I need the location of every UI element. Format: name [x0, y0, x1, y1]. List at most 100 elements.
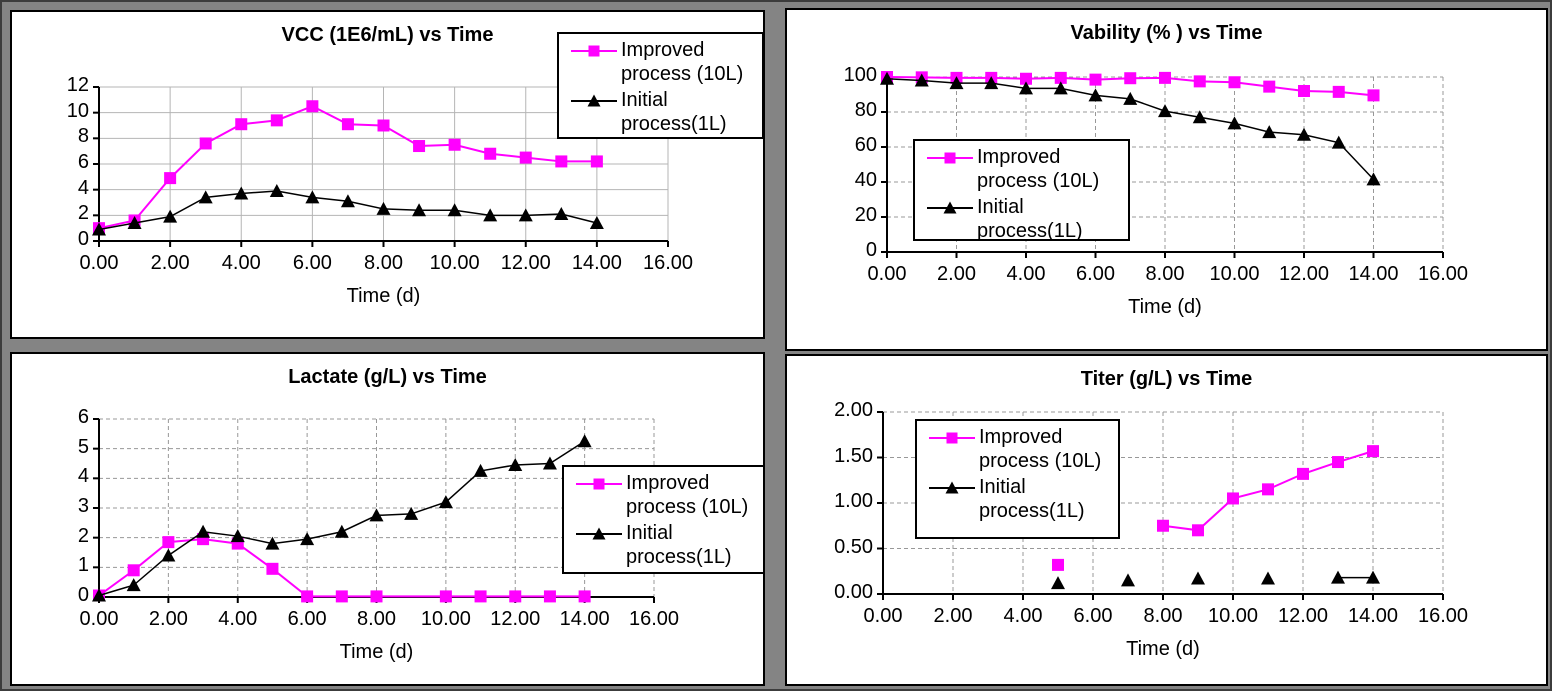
legend-label: Initial process(1L) [979, 475, 1085, 523]
chart-title: Lactate (g/L) vs Time [288, 366, 487, 388]
data-point-marker [1123, 91, 1138, 105]
data-point-marker [543, 590, 556, 603]
legend-label: Initial process(1L) [621, 88, 727, 136]
data-point-marker [518, 208, 533, 222]
legend-label: Improved process (10L) [621, 38, 743, 86]
data-point-marker [1331, 135, 1346, 149]
x-tick-label: 10.00 [1207, 605, 1259, 627]
y-tick-label: 0.50 [834, 535, 873, 558]
data-point-marker [984, 76, 999, 90]
data-point-marker [127, 216, 142, 230]
data-point-marker [880, 71, 894, 85]
y-tick-label: 2.00 [834, 399, 873, 421]
data-point-marker [377, 119, 390, 132]
x-tick-label: 2.00 [148, 608, 188, 630]
data-point-marker [1124, 72, 1137, 85]
data-point-marker [1157, 519, 1169, 532]
data-point-marker [590, 155, 603, 168]
data-point-marker [1053, 81, 1068, 95]
legend-entry: Improved process (10L) [927, 425, 1118, 473]
x-tick-label: 14.00 [559, 608, 610, 630]
data-point-marker [1367, 445, 1379, 458]
data-point-marker [266, 562, 279, 575]
data-point-marker [473, 463, 488, 477]
legend-label-line: Improved [626, 472, 710, 494]
legend-entry: Improved process (10L) [569, 38, 762, 86]
legend-label-line: process(1L) [977, 220, 1083, 242]
data-point-marker [593, 478, 605, 490]
series-line [98, 440, 586, 597]
chart-legend: Improved process (10L) Initial process(1L) [557, 32, 764, 139]
legend-label-line: Initial [979, 476, 1026, 498]
y-tick-label: 1 [77, 554, 89, 577]
y-tick-label: 0 [865, 239, 877, 261]
legend-label-line: Initial [977, 196, 1024, 218]
x-tick-label: 12.00 [1277, 605, 1329, 627]
data-point-marker [1227, 492, 1239, 505]
y-tick-label: 3 [77, 495, 89, 517]
data-point-marker [1261, 571, 1275, 585]
data-point-marker [196, 524, 211, 538]
y-tick-label: 2 [77, 524, 89, 547]
data-point-marker [944, 152, 956, 164]
y-tick-label: 0.00 [834, 581, 873, 603]
y-tick-label: 4 [77, 176, 89, 199]
data-point-marker [269, 183, 284, 197]
data-point-marker [1228, 76, 1241, 89]
x-tick-label: 2.00 [933, 605, 973, 627]
data-point-marker [554, 207, 569, 221]
legend-label: Improved process (10L) [626, 471, 748, 519]
data-point-marker [340, 194, 355, 208]
data-point-marker [1158, 104, 1172, 118]
data-point-marker [1262, 483, 1274, 496]
chart-panel-viability: Vability (% ) vs Time Time (d) Improved p… [785, 8, 1548, 351]
data-point-marker [164, 172, 177, 185]
data-point-marker [448, 138, 461, 151]
legend-label-line: process(1L) [626, 546, 732, 568]
y-tick-label: 12 [66, 74, 89, 96]
legend-label-line: Improved [621, 39, 705, 61]
x-tick-label: 14.00 [571, 252, 622, 274]
data-point-marker [447, 203, 462, 217]
x-tick-label: 4.00 [218, 608, 258, 630]
legend-triangle-marker-icon [576, 527, 622, 540]
data-point-marker [341, 118, 354, 131]
x-tick-label: 6.00 [292, 252, 332, 274]
legend-label-line: process (10L) [626, 496, 749, 518]
data-point-marker [578, 590, 591, 603]
data-point-marker [1297, 467, 1309, 480]
data-point-marker [376, 201, 391, 215]
data-point-marker [1332, 85, 1345, 98]
data-point-marker [589, 216, 604, 230]
chart-panel-titer: Titer (g/L) vs Time Time (d) Improved pro… [785, 354, 1548, 686]
plot-svg [877, 411, 1444, 600]
x-tick-label: 10.00 [1209, 263, 1260, 285]
data-point-marker [126, 578, 141, 592]
data-point-marker [413, 140, 426, 153]
data-point-marker [92, 222, 106, 236]
x-tick-label: 10.00 [429, 252, 480, 274]
data-point-marker [270, 114, 283, 127]
y-tick-label: 2 [77, 202, 89, 225]
data-point-marker [587, 94, 601, 107]
legend-label: Improved process (10L) [979, 425, 1101, 473]
y-tick-label: 100 [843, 64, 877, 86]
x-tick-label: 8.00 [364, 252, 403, 274]
x-tick-label: 16.00 [1417, 263, 1469, 285]
x-tick-label: 4.00 [1006, 263, 1046, 285]
legend-label: Initial process(1L) [626, 521, 732, 569]
x-tick-label: 6.00 [287, 608, 327, 630]
data-point-marker [1088, 88, 1103, 102]
y-tick-label: 4 [77, 465, 89, 488]
legend-entry: Initial process(1L) [569, 88, 762, 136]
data-point-marker [1263, 80, 1276, 93]
data-point-marker [1193, 75, 1206, 88]
data-point-marker [519, 151, 532, 164]
data-point-marker [1054, 71, 1067, 84]
legend-square-marker-icon [929, 432, 975, 444]
chart-legend: Improved process (10L) Initial process(1L) [913, 139, 1130, 243]
data-point-marker [592, 527, 606, 540]
legend-label: Initial process(1L) [977, 195, 1083, 243]
y-tick-label: 5 [77, 435, 89, 458]
data-point-marker [1298, 85, 1310, 97]
